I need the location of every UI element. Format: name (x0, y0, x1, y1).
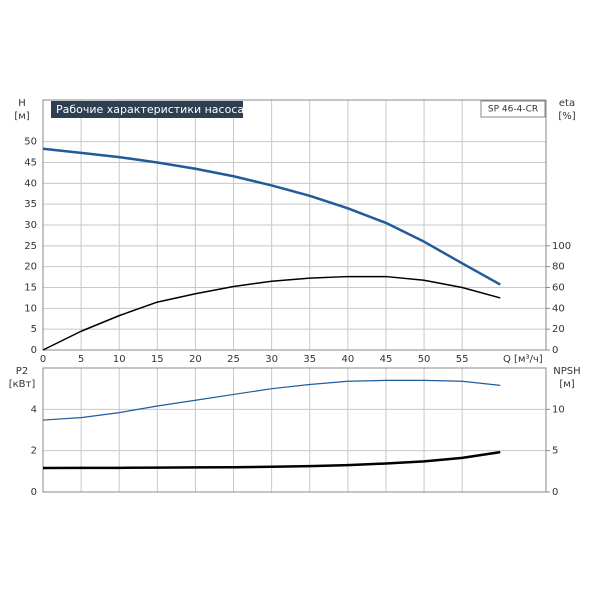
y2-tick-label: 20 (552, 324, 565, 335)
x-tick-label: 50 (418, 354, 431, 365)
y2-tick-label: 10 (552, 404, 565, 415)
y-tick-label: 40 (24, 178, 37, 189)
y2-tick-label: 0 (552, 345, 558, 356)
y-tick-label: 4 (31, 404, 37, 415)
model-label: SP 46-4-CR (488, 105, 538, 115)
series-line (42, 379, 501, 421)
y-axis-unit: [кВт] (9, 379, 36, 390)
y2-tick-label: 5 (552, 446, 558, 457)
x-tick-label: 25 (227, 354, 240, 365)
y-tick-label: 15 (24, 283, 37, 294)
y2-tick-label: 100 (552, 241, 571, 252)
series-line (42, 450, 501, 470)
y-tick-label: 30 (24, 220, 37, 231)
chart-title: Рабочие характеристики насоса (56, 103, 244, 116)
y-tick-label: 50 (24, 137, 37, 148)
series-line (42, 147, 501, 286)
x-tick-label: 0 (40, 354, 46, 365)
model-box (480, 100, 546, 118)
y-tick-label: 35 (24, 199, 37, 210)
y2-tick-label: 0 (552, 487, 558, 498)
y-tick-label: 45 (24, 158, 37, 169)
y-axis-label: P2 (16, 366, 28, 377)
y2-axis-label: eta (559, 98, 575, 109)
y2-axis-unit: [м] (559, 379, 574, 390)
y-tick-label: 0 (31, 487, 37, 498)
y-tick-label: 2 (31, 446, 37, 457)
y2-tick-label: 40 (552, 303, 565, 314)
x-tick-label: 5 (78, 354, 84, 365)
x-tick-label: 10 (113, 354, 126, 365)
y-tick-label: 0 (31, 345, 37, 356)
title-box (51, 101, 243, 118)
x-tick-label: 55 (456, 354, 469, 365)
y-axis-unit: [м] (14, 111, 29, 122)
x-tick-label: 45 (380, 354, 393, 365)
plot-frame (42, 367, 547, 493)
x-tick-label: 35 (303, 354, 316, 365)
y-tick-label: 20 (24, 262, 37, 273)
series-line (42, 275, 501, 351)
y-tick-label: 25 (24, 241, 37, 252)
x-tick-label: 15 (151, 354, 164, 365)
y2-tick-label: 80 (552, 262, 565, 273)
y-axis-label: H (18, 98, 26, 109)
y2-axis-label: NPSH (553, 366, 580, 377)
x-tick-label: 20 (189, 354, 202, 365)
y2-axis-unit: [%] (558, 111, 575, 122)
x-tick-label: 30 (265, 354, 278, 365)
x-axis-label: Q [м³/ч] (503, 354, 543, 365)
plot-frame (42, 99, 547, 351)
y-tick-label: 5 (31, 324, 37, 335)
y-tick-label: 10 (24, 303, 37, 314)
y2-tick-label: 60 (552, 283, 565, 294)
x-tick-label: 40 (341, 354, 354, 365)
